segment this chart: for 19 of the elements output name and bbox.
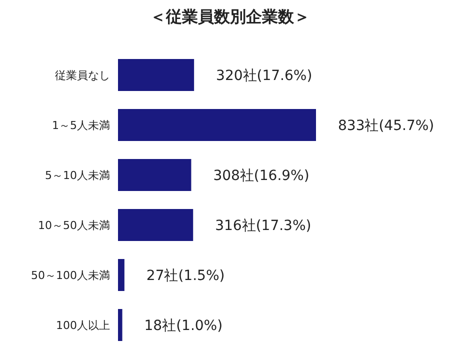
y-tick-label: 100人以上 <box>56 319 110 332</box>
data-label: 320社(17.6%) <box>216 68 312 84</box>
data-label: 27社(1.5%) <box>146 268 225 284</box>
bar <box>118 159 192 191</box>
y-tick-label: 1～5人未満 <box>52 119 110 132</box>
data-label: 833社(45.7%) <box>338 118 434 134</box>
y-tick-label: 5～10人未満 <box>45 169 110 182</box>
y-tick-label: 10～50人未満 <box>38 219 110 232</box>
data-label: 316社(17.3%) <box>215 218 312 234</box>
chart-title: ＜従業員数別企業数＞ <box>150 7 310 26</box>
bar <box>118 309 122 341</box>
data-label: 308社(16.9%) <box>213 168 310 184</box>
data-label: 18社(1.0%) <box>144 318 223 334</box>
bar <box>118 259 124 291</box>
y-tick-label: 従業員なし <box>55 69 110 82</box>
y-tick-label: 50～100人未満 <box>31 269 110 282</box>
bar <box>118 209 194 241</box>
bar <box>118 109 316 141</box>
bar <box>118 59 194 91</box>
